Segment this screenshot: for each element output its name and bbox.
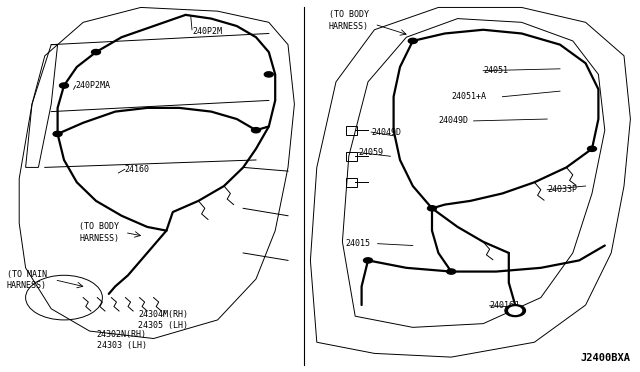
Circle shape bbox=[264, 72, 273, 77]
Circle shape bbox=[92, 49, 100, 55]
Text: 24049D: 24049D bbox=[438, 116, 468, 125]
Text: 24059: 24059 bbox=[358, 148, 383, 157]
Text: 24015: 24015 bbox=[346, 239, 371, 248]
Circle shape bbox=[53, 131, 62, 137]
Text: (TO BODY
HARNESS): (TO BODY HARNESS) bbox=[329, 10, 369, 31]
Text: 240P2MA: 240P2MA bbox=[76, 81, 111, 90]
Text: J2400BXA: J2400BXA bbox=[580, 353, 630, 363]
Bar bbox=[346, 126, 357, 135]
Bar bbox=[346, 152, 357, 161]
Text: 24051: 24051 bbox=[483, 66, 508, 75]
Text: (TO BODY
HARNESS): (TO BODY HARNESS) bbox=[79, 222, 119, 243]
Text: 24160: 24160 bbox=[125, 165, 150, 174]
Circle shape bbox=[447, 269, 456, 274]
Circle shape bbox=[588, 146, 596, 151]
Text: 240P2M: 240P2M bbox=[192, 27, 222, 36]
Text: 24016J: 24016J bbox=[490, 301, 520, 310]
Circle shape bbox=[252, 128, 260, 133]
Text: 24051+A: 24051+A bbox=[451, 92, 486, 101]
Text: 24304M(RH)
24305 (LH): 24304M(RH) 24305 (LH) bbox=[138, 310, 188, 330]
Circle shape bbox=[509, 307, 522, 314]
Text: 24302N(RH)
24303 (LH): 24302N(RH) 24303 (LH) bbox=[97, 330, 147, 350]
Circle shape bbox=[364, 258, 372, 263]
Bar bbox=[346, 178, 357, 187]
Text: 24049D: 24049D bbox=[371, 128, 401, 137]
Text: 24033P: 24033P bbox=[547, 185, 577, 194]
Text: (TO MAIN
HARNESS): (TO MAIN HARNESS) bbox=[7, 270, 47, 290]
Circle shape bbox=[428, 206, 436, 211]
Circle shape bbox=[60, 83, 68, 88]
Circle shape bbox=[505, 305, 525, 317]
Circle shape bbox=[408, 38, 417, 44]
